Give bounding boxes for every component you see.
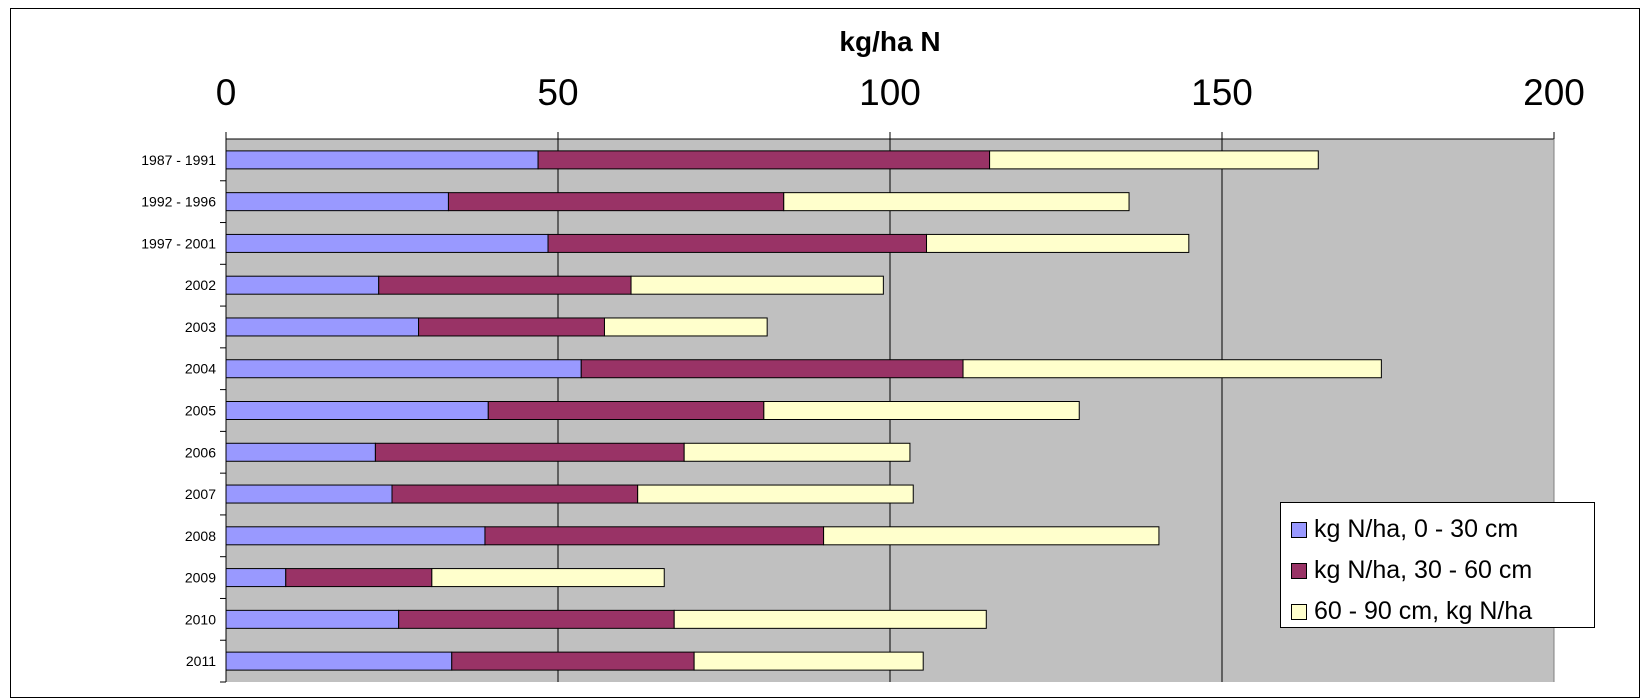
category-label: 1997 - 2001: [141, 235, 216, 251]
bar-segment: [447, 192, 785, 212]
bar-segment: [225, 275, 380, 295]
bar-segment: [580, 359, 964, 379]
legend-swatch: [1291, 521, 1307, 538]
category-label: 2010: [185, 611, 216, 627]
bar-segment: [487, 401, 765, 420]
category-label: 2004: [185, 361, 216, 377]
bar-segment: [225, 651, 453, 671]
bar-segment: [637, 484, 914, 504]
bar-segment: [418, 317, 605, 337]
bar-segment: [225, 150, 539, 170]
category-label: 2005: [185, 403, 216, 419]
bar-segment: [683, 442, 911, 462]
bar-segment: [225, 568, 287, 588]
category-label: 1987 - 1991: [141, 152, 216, 168]
bar-segment: [225, 359, 582, 379]
bar-segment: [989, 150, 1319, 170]
legend-label: 60 - 90 cm, kg N/ha: [1314, 597, 1533, 625]
bar-segment: [225, 317, 420, 337]
legend-item: kg N/ha, 30 - 60 cm: [1291, 550, 1594, 591]
legend-item: 60 - 90 cm, kg N/ha: [1291, 591, 1594, 632]
x-tick-label: 150: [1191, 72, 1253, 113]
category-label: 2008: [185, 528, 216, 544]
bar-segment: [537, 150, 991, 170]
legend: kg N/ha, 0 - 30 cm kg N/ha, 30 - 60 cm 6…: [1280, 502, 1595, 628]
bar-segment: [225, 192, 449, 212]
bar-segment: [225, 442, 376, 462]
legend-label: kg N/ha, 0 - 30 cm: [1314, 515, 1519, 543]
bar-segment: [431, 568, 665, 588]
bar-segment: [378, 275, 632, 295]
x-tick-label: 100: [859, 72, 921, 113]
bar-segment: [673, 609, 987, 629]
category-label: 2006: [185, 444, 216, 460]
bar-segment: [630, 275, 884, 295]
legend-swatch: [1291, 603, 1307, 620]
x-tick-label: 50: [537, 72, 578, 113]
bar-segment: [225, 609, 400, 629]
bar-segment: [285, 568, 433, 588]
chart: 0 50 100 150 200 1987 - 1991 1992 - 1996 1997 -…: [141, 26, 1585, 683]
bar-segment: [783, 192, 1130, 212]
x-tick-label: 200: [1523, 72, 1585, 113]
bar-segment: [484, 526, 825, 546]
bar-segment: [693, 651, 924, 671]
legend-label: kg N/ha, 30 - 60 cm: [1314, 556, 1533, 584]
legend-swatch: [1291, 562, 1307, 579]
chart-frame: 0 50 100 150 200 1987 - 1991 1992 - 1996 1997 -…: [10, 8, 1640, 698]
category-label: 2007: [185, 486, 216, 502]
bar-segment: [547, 233, 928, 253]
x-axis-title: kg/ha N: [839, 26, 940, 57]
bar-segment: [603, 317, 768, 337]
bar-segment: [225, 526, 486, 546]
legend-item: kg N/ha, 0 - 30 cm: [1291, 509, 1594, 550]
bar-segment: [926, 233, 1190, 253]
bar-segment: [225, 484, 393, 504]
axis-labels: 0 50 100 150 200 1987 - 1991 1992 - 1996 1997 -…: [141, 72, 1585, 669]
bar-segment: [225, 233, 549, 253]
bar-segment: [398, 609, 675, 629]
bar-segment: [823, 526, 1160, 546]
bar-segment: [763, 401, 1080, 420]
bar-segment: [374, 442, 685, 462]
bar-segment: [451, 651, 695, 671]
category-label: 2009: [185, 570, 216, 586]
bars: [225, 150, 1382, 671]
bar-segment: [225, 401, 489, 420]
category-label: 2003: [185, 319, 216, 335]
category-label: 2011: [186, 653, 216, 669]
category-label: 1992 - 1996: [141, 194, 216, 210]
category-label: 2002: [185, 277, 216, 293]
bar-segment: [391, 484, 639, 504]
bar-segment: [962, 359, 1382, 379]
x-tick-label: 0: [216, 72, 237, 113]
